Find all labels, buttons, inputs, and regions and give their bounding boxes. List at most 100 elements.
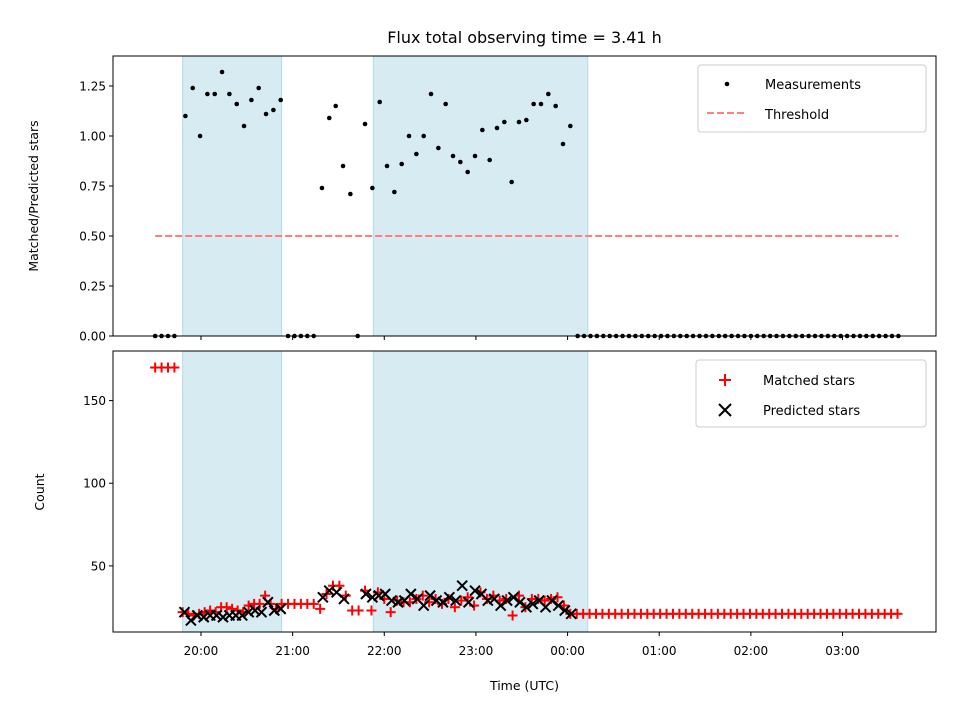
matched-stars-point [449,602,460,613]
predicted-stars-point [494,599,507,612]
matched-stars-point [539,595,550,606]
predicted-stars-point [360,588,372,600]
y-tick-label: 0.00 [79,330,106,344]
top-panel-x-ticks [200,336,844,340]
legend-label-measurements: Measurements [765,78,861,93]
measurements-point [399,161,404,167]
bottom-panel-y-ticks: 50 100 150 [83,394,113,573]
predicted-stars-point [456,580,468,592]
measurements-point [538,101,544,107]
matched-stars-point [308,598,319,609]
measurements-point [370,185,375,191]
predicted-stars-point [185,614,197,627]
measurements-point [234,101,240,107]
bottom-legend-box [695,359,927,428]
predicted-stars-point [559,604,571,617]
matched-stars-point [340,590,351,601]
predicted-stars-point [546,594,558,607]
bottom-panel-marks [150,362,903,627]
measurements-point [263,111,269,117]
y-tick-label: 0.50 [79,230,106,244]
measurements-point [560,141,566,147]
predicted-stars-point [437,596,449,608]
matched-stars-point [892,608,903,619]
predicted-stars-point [417,599,430,612]
observing-window-shade [372,350,589,633]
measurements-point [377,99,382,105]
x-axis-label: Time (UTC) [489,678,559,693]
measurements-point [392,189,397,195]
y-tick-label: 1.25 [79,80,106,94]
x-tick-label: 21:00 [275,644,310,658]
observing-window-shade [182,55,283,337]
measurements-point [450,153,456,159]
predicted-stars-point [178,606,191,618]
matched-stars-point [243,600,254,611]
measurements-point [333,103,339,109]
measurements-point [319,185,325,191]
legend-marker-measurements [724,81,730,87]
observing-window-shade [372,55,589,337]
measurements-point [340,163,346,169]
measurements-point [227,91,232,97]
legend-label-matched: Matched stars [763,374,855,389]
measurements-point [480,127,485,133]
predicted-stars-point [507,591,520,603]
measurements-point [465,169,470,175]
measurements-point [183,113,188,119]
predicted-stars-point [405,588,417,600]
chart-title: Flux total observing time = 3.41 h [387,28,662,47]
measurements-point [362,121,368,127]
measurements-point [502,119,507,125]
measurements-point [516,119,522,125]
predicted-stars-point [520,601,533,613]
bottom-panel-x-ticks: 20:00 21:00 22:00 23:00 00:00 01:00 02:00 03:00 [184,632,860,658]
predicted-stars-point [275,603,287,615]
measurements-point [531,101,536,107]
measurements-point [509,179,514,185]
legend-marker-predicted [718,403,732,417]
predicted-stars-point [501,594,513,607]
top-panel-frame [112,55,937,337]
top-panel: 0.00 0.25 0.50 0.75 1.00 1.25 Matched/Predict… [26,55,937,344]
predicted-stars-point [527,598,539,610]
y-tick-label: 1.00 [79,130,106,144]
top-legend-box [697,64,927,133]
measurements-point [436,145,441,151]
measurements-point [326,115,332,121]
top-panel-y-label: Matched/Predicted stars [26,120,41,271]
top-panel-y-ticks: 0.00 0.25 0.50 0.75 1.00 1.25 [79,80,113,344]
predicted-stars-point [450,594,462,607]
measurements-point [546,91,551,97]
x-tick-label: 03:00 [825,644,860,658]
measurements-point [249,97,254,103]
y-tick-label: 100 [83,477,106,491]
measurements-point [278,97,284,103]
matched-stars-point [177,607,188,618]
predicted-stars-point [552,599,565,612]
predicted-stars-point [338,593,350,605]
predicted-stars-point [262,596,274,608]
matched-stars-point [221,602,232,613]
predicted-stars-point [462,596,475,608]
measurements-point [197,133,203,139]
top-panel-shading [182,55,589,337]
legend-label-threshold: Threshold [764,108,829,123]
measurements-point [348,191,353,197]
legend-marker-matched [719,374,731,386]
x-tick-label: 22:00 [367,644,402,658]
measurements-point [212,91,218,97]
measurements-point [219,69,225,75]
y-tick-label: 50 [91,559,106,573]
bottom-panel-shading [182,350,589,633]
measurements-point [205,91,210,97]
measurements-point [494,125,500,131]
y-tick-label: 0.25 [79,280,106,294]
matched-stars-point [169,362,180,373]
observing-window-shade [182,350,283,633]
predicted-stars-point [469,584,481,597]
x-tick-label: 00:00 [550,644,585,658]
measurements-point [190,85,196,91]
bottom-panel-frame [112,350,937,633]
